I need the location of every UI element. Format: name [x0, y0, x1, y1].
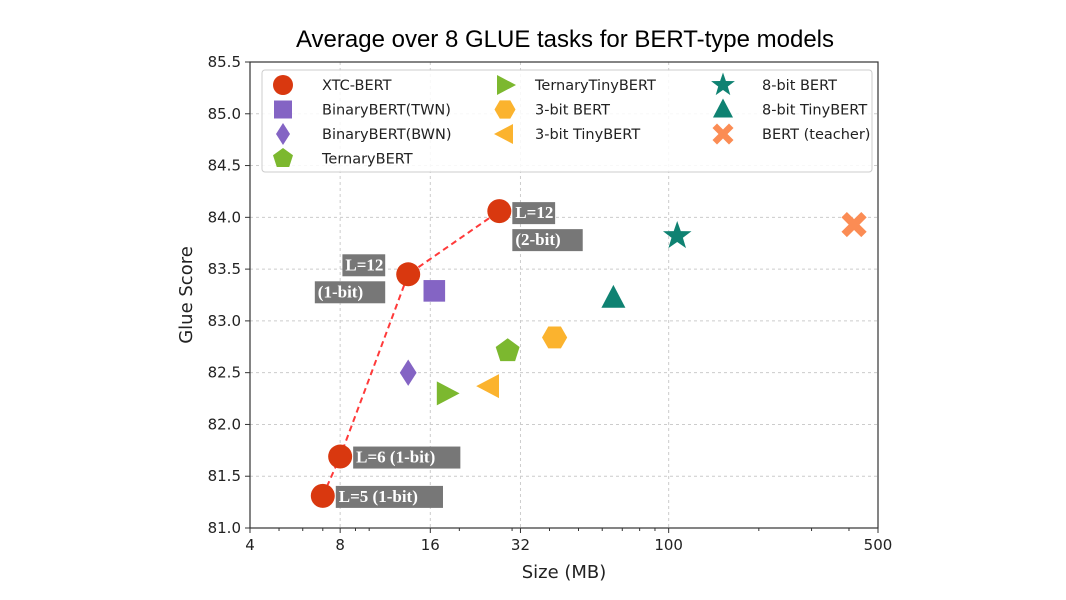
x-tick-label: 8 [335, 536, 345, 554]
legend-label: 8-bit BERT [762, 78, 837, 94]
legend-label: XTC-BERT [322, 78, 392, 94]
xtc-bert-point [328, 444, 353, 469]
y-axis-label: Glue Score [176, 246, 197, 344]
annotations: L=5 (1-bit) L=6 (1-bit) L=12 (1-bit) L=12 (2-… [314, 202, 583, 508]
binarybert-bwn-point [399, 359, 417, 386]
legend-box [261, 69, 873, 173]
legend-label: 3-bit BERT [535, 103, 610, 119]
legend-label: BinaryBERT(TWN) [322, 103, 451, 119]
legend-marker [494, 100, 516, 119]
x-axis-label: Size (MB) [522, 562, 607, 583]
ternarybert-point [495, 338, 520, 362]
data-marks [310, 199, 867, 508]
xtc-bert-point [487, 199, 512, 224]
legend-label: BinaryBERT(BWN) [322, 127, 452, 143]
annotation-box [314, 281, 386, 304]
y-tick-label: 81.5 [208, 467, 241, 485]
legend-marker [494, 124, 513, 144]
legend-marker [712, 123, 734, 145]
legend-label: TernaryTinyBERT [534, 78, 656, 94]
legend-marker [711, 72, 735, 96]
legend-marker [276, 123, 290, 145]
y-tick-label: 83.5 [208, 260, 241, 278]
chart-title: Average over 8 GLUE tasks for BERT-type … [296, 26, 834, 53]
x-tick-label: 100 [654, 536, 683, 554]
annotation-label: (2-bit) [515, 230, 560, 249]
annotation-box [335, 485, 443, 508]
x-tick-label: 4 [245, 536, 255, 554]
y-tick-label: 81.0 [208, 519, 241, 537]
legend-marker [713, 98, 733, 118]
xtc-bert-line [321, 210, 500, 497]
legend-marker [497, 75, 516, 95]
ternarytinybert-point [436, 381, 460, 406]
legend-marker [273, 148, 293, 167]
annotation-box [342, 254, 386, 277]
xtc-bert-point [310, 483, 335, 508]
legend-marker [273, 75, 293, 95]
8-bit-bert-point [663, 221, 692, 249]
axis-ticks: 81.0 81.5 82.0 82.5 83.0 83.5 84.0 84.5 85.0 85.5… [208, 53, 893, 554]
x-tick-label: 500 [864, 536, 893, 554]
annotation-box [512, 229, 583, 252]
y-tick-label: 83.0 [208, 312, 241, 330]
bert-teacher-point [841, 211, 867, 238]
x-tick-label: 32 [511, 536, 530, 554]
annotation-label: (1-bit) [318, 282, 363, 301]
y-tick-label: 84.5 [208, 157, 241, 175]
binarybert-twn-point [423, 280, 446, 302]
annotation-box [512, 202, 556, 225]
legend-marker [274, 100, 292, 119]
y-tick-label: 85.0 [208, 105, 241, 123]
8-bit-tinybert-point [601, 284, 626, 308]
legend-label: TernaryBERT [321, 152, 413, 168]
x-tick-label: 16 [421, 536, 440, 554]
y-tick-label: 82.5 [208, 364, 241, 382]
y-tick-label: 82.0 [208, 415, 241, 433]
y-tick-label: 84.0 [208, 208, 241, 226]
legend: XTC-BERT BinaryBERT(TWN) BinaryBERT(BWN) Te… [261, 69, 873, 173]
annotation-label: L=12 [345, 255, 383, 274]
annotation-label: L=12 [515, 203, 553, 222]
legend-label: BERT (teacher) [762, 127, 870, 143]
3-bit-tinybert-point [476, 374, 499, 399]
annotation-label: L=6 (1-bit) [356, 448, 435, 467]
annotation-label: L=5 (1-bit) [339, 487, 418, 506]
legend-label: 3-bit TinyBERT [535, 127, 640, 143]
3-bit-bert-point [542, 326, 568, 349]
xtc-bert-point [396, 262, 421, 287]
annotation-box [353, 446, 461, 469]
legend-label: 8-bit TinyBERT [762, 103, 867, 119]
y-tick-label: 85.5 [208, 53, 241, 71]
plot-frame [249, 61, 879, 529]
